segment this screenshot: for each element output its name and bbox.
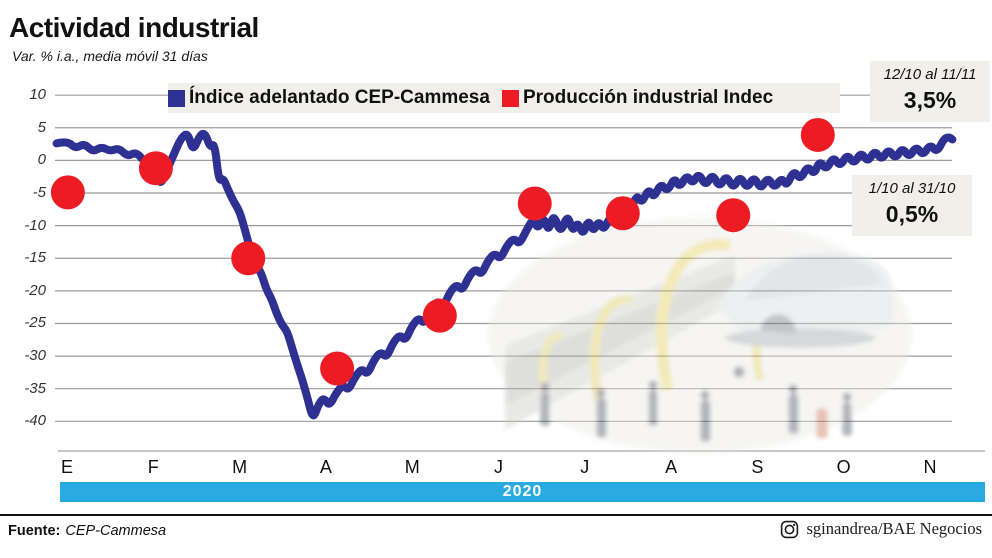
y-tick-label: -25 [24, 314, 46, 332]
annotation-recent-period: 12/10 al 11/11 3,5% [870, 61, 990, 122]
source-note: Fuente: CEP-Cammesa [8, 523, 166, 539]
y-tick-label: -5 [32, 184, 46, 201]
legend-label-indec: Producción industrial Indec [522, 87, 774, 108]
footer-divider [0, 514, 992, 516]
x-tick-label-month: J [580, 457, 590, 477]
annotation-value-text: 0,5% [885, 200, 939, 227]
credit-note: sginandrea/BAE Negocios [780, 519, 983, 539]
annotation-period-text: 12/10 al 11/11 [883, 66, 977, 83]
y-tick-label: -30 [24, 347, 46, 365]
indec-data-point [320, 351, 355, 386]
y-tick-label: -10 [24, 216, 46, 234]
x-tick-label-month: A [319, 457, 332, 477]
x-tick-label-month: M [232, 457, 248, 477]
indec-dots [50, 117, 835, 386]
legend-label-cep: Índice adelantado CEP-Cammesa [189, 87, 490, 108]
x-tick-label-month: S [751, 457, 764, 477]
cep-index-line [52, 129, 957, 420]
indec-data-point [800, 117, 835, 152]
y-tick-label: 10 [29, 86, 46, 104]
legend-swatch-indec-square [501, 89, 519, 107]
year-banner: 2020 [60, 482, 985, 502]
y-tick-label: 5 [37, 118, 46, 136]
y-tick-label: -15 [24, 249, 46, 267]
annotation-period-text: 1/10 al 31/10 [868, 180, 956, 197]
x-tick-label-month: E [60, 457, 73, 477]
indec-data-point [517, 186, 552, 221]
indec-data-point [422, 298, 457, 333]
x-tick-label-month: A [665, 457, 678, 477]
y-tick-label: 0 [37, 151, 46, 169]
annotation-value-text: 3,5% [903, 86, 957, 113]
instagram-icon [780, 520, 798, 538]
y-tick-label: -20 [24, 281, 46, 299]
indec-data-point [605, 196, 640, 231]
x-tick-label-month: N [923, 457, 937, 477]
x-tick-label-month: F [147, 457, 159, 477]
y-tick-label: -40 [24, 412, 46, 430]
x-tick-label-month: J [494, 457, 503, 477]
indec-data-point [231, 241, 266, 276]
x-tick-label-month: O [836, 457, 851, 477]
x-tick-label-month: M [404, 457, 420, 477]
credit-text: sginandrea/BAE Negocios [806, 519, 983, 538]
chart-subtitle: Var. % i.a., media móvil 31 días [12, 48, 208, 64]
factory-photo [488, 217, 912, 453]
indec-data-point [138, 151, 173, 186]
page-title: Actividad industrial [9, 12, 259, 43]
source-label: Fuente: [8, 523, 61, 539]
legend-swatch-cep-square [168, 89, 185, 107]
indec-data-point [716, 198, 751, 233]
legend: Índice adelantado CEP-Cammesa Producción… [168, 83, 840, 113]
indec-data-point [50, 175, 85, 210]
source-value: CEP-Cammesa [65, 523, 167, 539]
annotation-october: 1/10 al 31/10 0,5% [852, 175, 972, 236]
y-tick-label: -35 [24, 379, 46, 397]
